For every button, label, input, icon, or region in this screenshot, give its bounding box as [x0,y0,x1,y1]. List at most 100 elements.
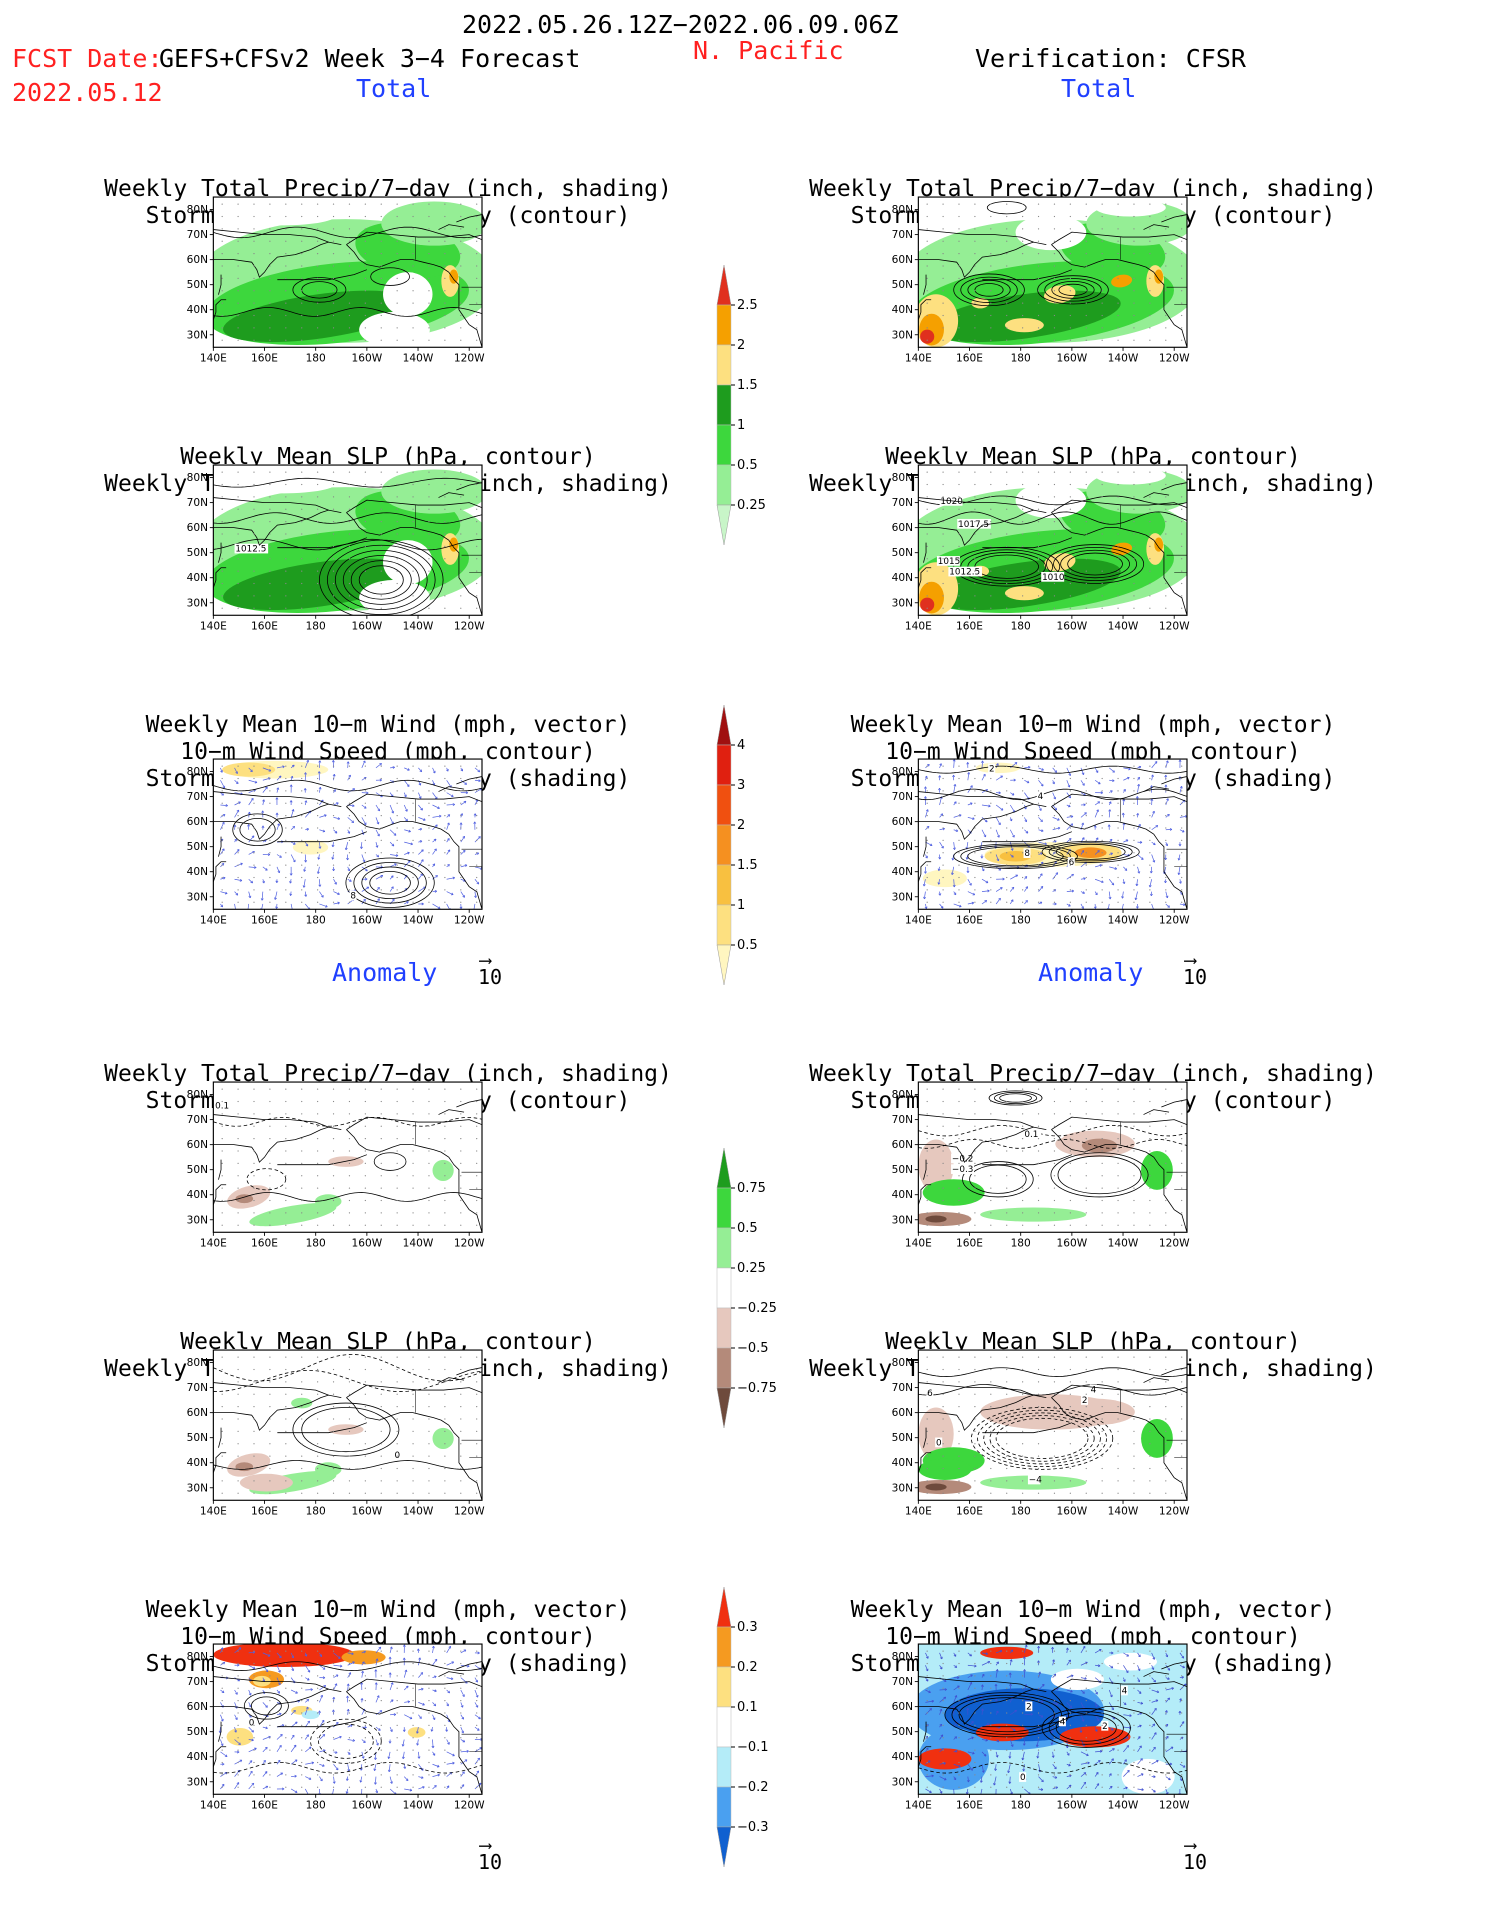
svg-text:120W: 120W [454,1237,485,1249]
total-label-forecast: Total [356,74,432,103]
svg-text:4: 4 [1091,1385,1097,1395]
svg-text:40N: 40N [892,572,913,584]
fcst-date-value: 2022.05.12 [12,78,163,107]
svg-text:70N: 70N [892,229,913,241]
svg-text:180: 180 [1011,1237,1031,1249]
svg-text:30N: 30N [187,1482,208,1494]
svg-text:60N: 60N [187,254,208,266]
svg-text:160E: 160E [251,914,278,926]
anomaly-label-verification: Anomaly [1038,958,1144,987]
svg-text:70N: 70N [187,791,208,803]
total-label-verification: Total [1061,74,1137,103]
svg-text:40N: 40N [892,304,913,316]
svg-text:1020: 1020 [940,497,963,507]
svg-text:60N: 60N [892,816,913,828]
svg-text:80N: 80N [187,204,208,216]
svg-text:140W: 140W [1108,1237,1139,1249]
svg-text:160W: 160W [352,914,383,926]
svg-text:160E: 160E [251,1237,278,1249]
svg-text:120W: 120W [1159,1505,1190,1517]
svg-text:0: 0 [249,1718,255,1728]
svg-text:60N: 60N [187,1701,208,1713]
vector-reference-verification-anom: ⟶ 10 [1183,1835,1208,1874]
svg-text:30N: 30N [892,1214,913,1226]
svg-text:180: 180 [306,914,326,926]
svg-text:140W: 140W [403,914,434,926]
svg-text:70N: 70N [892,1114,913,1126]
svg-text:140W: 140W [1108,620,1139,632]
svg-text:160W: 160W [1057,1237,1088,1249]
svg-text:140E: 140E [905,914,932,926]
svg-text:40N: 40N [187,866,208,878]
svg-text:40N: 40N [187,572,208,584]
svg-text:0.1: 0.1 [1024,1130,1038,1140]
svg-text:140E: 140E [200,1799,227,1811]
svg-text:120W: 120W [454,620,485,632]
svg-text:40N: 40N [892,1457,913,1469]
svg-text:180: 180 [306,1237,326,1249]
svg-text:140W: 140W [403,620,434,632]
svg-text:0: 0 [936,1438,942,1448]
svg-text:80N: 80N [892,472,913,484]
svg-text:140E: 140E [905,1237,932,1249]
svg-text:160W: 160W [1057,1505,1088,1517]
svg-text:80N: 80N [187,1357,208,1369]
svg-text:40N: 40N [187,304,208,316]
svg-text:1010: 1010 [1042,573,1065,583]
svg-text:70N: 70N [187,1676,208,1688]
svg-text:160E: 160E [956,620,983,632]
svg-text:160W: 160W [1057,914,1088,926]
svg-text:60N: 60N [187,1139,208,1151]
svg-text:50N: 50N [892,1432,913,1444]
svg-text:120W: 120W [454,352,485,364]
svg-text:140W: 140W [1108,1505,1139,1517]
svg-text:40N: 40N [892,1189,913,1201]
svg-text:80N: 80N [892,1089,913,1101]
svg-text:80N: 80N [892,766,913,778]
svg-text:40N: 40N [187,1189,208,1201]
svg-text:140E: 140E [200,352,227,364]
svg-text:140E: 140E [200,1237,227,1249]
svg-text:160E: 160E [956,352,983,364]
svg-text:30N: 30N [892,329,913,341]
svg-text:160E: 160E [956,914,983,926]
svg-text:30N: 30N [187,891,208,903]
svg-text:60N: 60N [187,816,208,828]
svg-text:50N: 50N [187,547,208,559]
svg-text:120W: 120W [1159,1237,1190,1249]
fcst-date-label: FCST Date: [12,44,163,73]
svg-text:0.1: 0.1 [215,1102,229,1112]
svg-text:140E: 140E [905,352,932,364]
forecast-model-label: GEFS+CFSv2 Week 3−4 Forecast [159,44,581,73]
svg-text:50N: 50N [892,279,913,291]
svg-text:2: 2 [989,764,995,774]
svg-text:60N: 60N [892,522,913,534]
svg-text:180: 180 [306,1799,326,1811]
svg-text:6: 6 [927,1389,933,1399]
svg-text:70N: 70N [187,497,208,509]
svg-text:140E: 140E [905,620,932,632]
svg-text:30N: 30N [892,1482,913,1494]
svg-text:140W: 140W [1108,352,1139,364]
svg-text:50N: 50N [892,547,913,559]
colorbar-track-total: 4 3 2 1.5 1 0.5 [715,704,775,999]
svg-text:30N: 30N [187,1776,208,1788]
svg-text:−0.3: −0.3 [952,1165,973,1175]
svg-text:40N: 40N [892,866,913,878]
svg-text:1017.5: 1017.5 [958,520,989,530]
colorbar-track-anom: 0.3 0.2 0.1 −0.1 −0.2 −0.3 [715,1586,775,1881]
svg-text:140W: 140W [403,1799,434,1811]
svg-text:80N: 80N [187,1089,208,1101]
svg-text:70N: 70N [187,1114,208,1126]
vector-reference-verification-total: ⟶ 10 [1183,950,1208,989]
svg-text:40N: 40N [187,1457,208,1469]
svg-text:40N: 40N [187,1751,208,1763]
svg-text:60N: 60N [892,1407,913,1419]
svg-text:180: 180 [1011,1505,1031,1517]
svg-text:180: 180 [1011,352,1031,364]
svg-text:8: 8 [1024,849,1030,859]
svg-text:30N: 30N [892,597,913,609]
colorbar-precip-total: 2.5 2 1.5 1 0.5 0.25 [715,264,775,559]
svg-text:180: 180 [306,620,326,632]
svg-text:180: 180 [306,1505,326,1517]
